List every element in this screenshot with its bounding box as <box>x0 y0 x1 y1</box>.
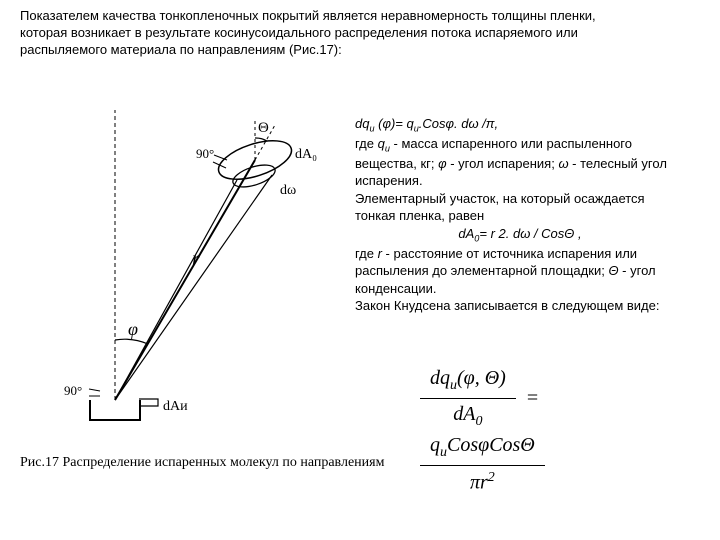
equation-1: dqи (φ)= qи.Cosφ. dω /π, <box>355 115 685 135</box>
paragraph-4: Закон Кнудсена записывается в следующем … <box>355 297 685 315</box>
label-phi: φ <box>128 319 138 339</box>
label-90-bottom: 90° <box>64 383 82 398</box>
figure-diagram: 90° 90° Θ dA₀ dω r φ dAи <box>40 100 340 430</box>
paragraph-2: Элементарный участок, на который осаждае… <box>355 190 685 225</box>
intro-paragraph: Показателем качества тонкопленочных покр… <box>20 8 640 59</box>
equation-2: dА0= r 2. dω / CosΘ , <box>355 225 685 245</box>
label-90-top: 90° <box>196 146 214 161</box>
label-r: r <box>192 248 200 270</box>
knudsen-formula: dqи(φ, Θ) dA0 = qиCosφCosΘ πr2 <box>420 365 670 497</box>
label-dA0: dA₀ <box>295 147 317 162</box>
formula-left-num: dqи(φ, Θ) <box>420 365 516 399</box>
figure-caption: Рис.17 Распределение испаренных молекул … <box>20 455 384 471</box>
label-dAu: dAи <box>163 399 188 414</box>
label-theta: Θ <box>258 120 269 136</box>
formula-right-num: qиCosφCosΘ <box>420 432 545 466</box>
paragraph-3: где r - расстояние от источника испарени… <box>355 245 685 298</box>
paragraph-1: где qи - масса испаренного или распыленн… <box>355 135 685 190</box>
label-domega: dω <box>280 183 296 198</box>
text-column: dqи (φ)= qи.Cosφ. dω /π, где qи - масса … <box>355 115 685 315</box>
formula-right-den: πr2 <box>420 466 545 497</box>
formula-left-den: dA0 <box>420 399 516 432</box>
